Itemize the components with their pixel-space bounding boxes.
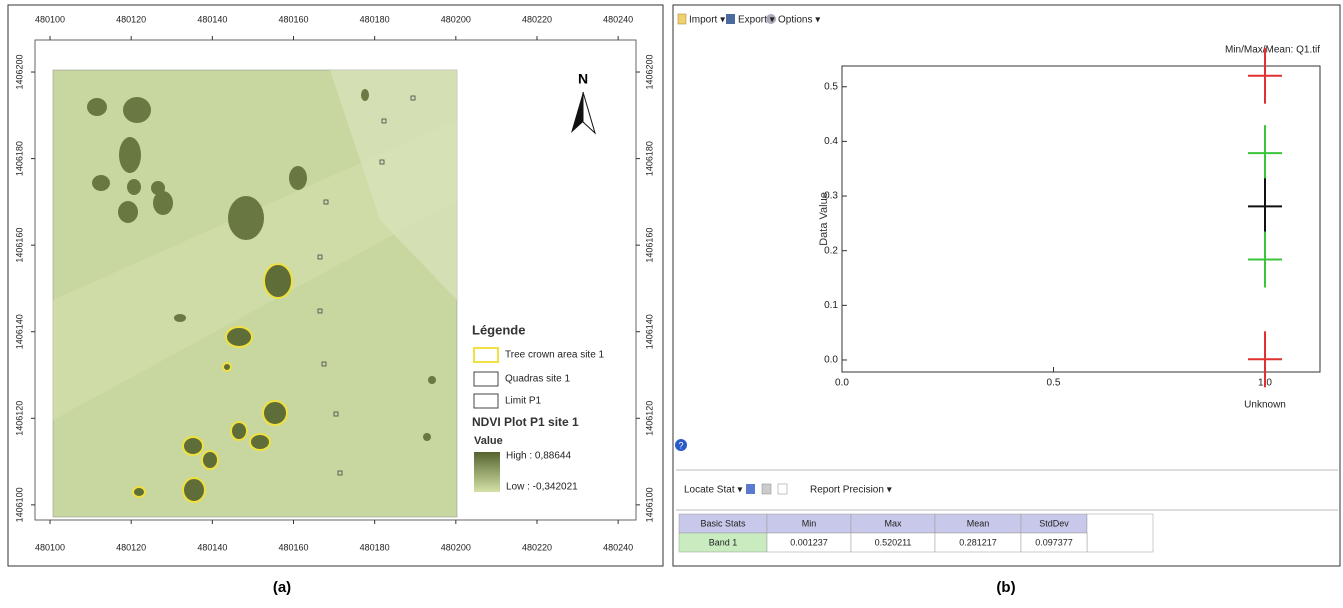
x-tick-label: 0.0 xyxy=(835,378,849,389)
x-tick-label: 480220 xyxy=(522,542,552,552)
header-text: StdDev xyxy=(1039,518,1069,528)
x-tick-label: 480240 xyxy=(603,14,633,24)
legend-title: Légende xyxy=(472,322,525,337)
y-tick-label: 1406200 xyxy=(14,55,24,90)
x-tick-label: 0.5 xyxy=(1047,378,1061,389)
raster-title: NDVI Plot P1 site 1 xyxy=(472,415,579,429)
legend-low: Low : -0,342021 xyxy=(506,482,578,493)
caption: (b) xyxy=(996,579,1015,596)
toolbar: Import ▾ Export ▾ Options ▾ xyxy=(678,14,820,26)
legend-item: Quadras site 1 xyxy=(505,374,570,385)
x-tick-label: 480240 xyxy=(603,542,633,552)
x-tick-label: 480100 xyxy=(35,14,65,24)
help-glyph: ? xyxy=(678,440,683,450)
y-tick-label: 1406140 xyxy=(644,314,654,349)
toolbar-button[interactable]: Options ▾ xyxy=(778,15,820,26)
y-tick-label: 1406180 xyxy=(644,141,654,176)
y-tick-label: 1406140 xyxy=(14,314,24,349)
x-tick-label: 480180 xyxy=(360,542,390,552)
legend-item: Limit P1 xyxy=(505,396,542,407)
legend-high: High : 0,88644 xyxy=(506,451,571,462)
cell-text: 0.097377 xyxy=(1035,537,1073,547)
x-tick-label: 480140 xyxy=(197,14,227,24)
caption: (a) xyxy=(273,579,291,596)
y-tick-label: 1406120 xyxy=(14,401,24,436)
legend-item: Tree crown area site 1 xyxy=(505,350,605,361)
cell-text: 0.520211 xyxy=(875,537,912,547)
value-label: Value xyxy=(474,435,503,447)
x-tick-label: 480140 xyxy=(197,542,227,552)
x-tick-label: 480200 xyxy=(441,14,471,24)
y-tick-label: 0.4 xyxy=(824,136,838,147)
y-tick-label: 1406160 xyxy=(14,228,24,263)
y-tick-label: 1406160 xyxy=(644,228,654,263)
header-text: Max xyxy=(884,518,902,528)
toolbar-button[interactable]: Report Precision ▾ xyxy=(810,485,892,496)
north-label: N xyxy=(578,71,588,87)
cell-text: 0.001237 xyxy=(790,537,828,547)
toolbar-button[interactable]: Locate Stat ▾ xyxy=(684,485,742,496)
y-tick-label: 0.3 xyxy=(824,191,838,202)
stats-table: Basic Stats Min Max Mean StdDev Band 1 0.00123… xyxy=(679,514,1153,552)
y-tick-label: 1406120 xyxy=(644,401,654,436)
x-tick-label: 480220 xyxy=(522,14,552,24)
y-tick-label: 1406180 xyxy=(14,141,24,176)
x-tick-label: 480160 xyxy=(278,14,308,24)
y-tick-label: 1406200 xyxy=(644,55,654,90)
category-label: Unknown xyxy=(1244,400,1286,411)
toolbar-button[interactable]: Export ▾ xyxy=(738,15,775,26)
figure-canvas: N Légende Tree crown area site 1 Quadras… xyxy=(0,0,1343,608)
empty-cell xyxy=(1087,514,1153,552)
x-tick-label: 480160 xyxy=(278,542,308,552)
y-tick-label: 1406100 xyxy=(14,487,24,522)
y-tick-label: 0.0 xyxy=(824,355,838,366)
x-tick-label: 480200 xyxy=(441,542,471,552)
plot-area xyxy=(842,66,1320,372)
toolbar-button[interactable]: Import ▾ xyxy=(689,15,725,26)
cell-text: Band 1 xyxy=(709,537,738,547)
cell-text: 0.281217 xyxy=(959,537,997,547)
y-tick-label: 0.1 xyxy=(824,300,838,311)
header-text: Basic Stats xyxy=(700,518,746,528)
y-tick-label: 0.5 xyxy=(824,81,838,92)
x-tick-label: 480120 xyxy=(116,14,146,24)
header-text: Mean xyxy=(967,518,990,528)
x-tick-label: 480120 xyxy=(116,542,146,552)
header-text: Min xyxy=(802,518,817,528)
x-tick-label: 480100 xyxy=(35,542,65,552)
chart-title: Min/Max/Mean: Q1.tif xyxy=(1225,45,1320,56)
y-tick-label: 0.2 xyxy=(824,245,838,256)
ndvi-raster xyxy=(53,70,457,517)
y-tick-label: 1406100 xyxy=(644,487,654,522)
figure: N Légende Tree crown area site 1 Quadras… xyxy=(0,0,1343,608)
x-tick-label: 480180 xyxy=(360,14,390,24)
